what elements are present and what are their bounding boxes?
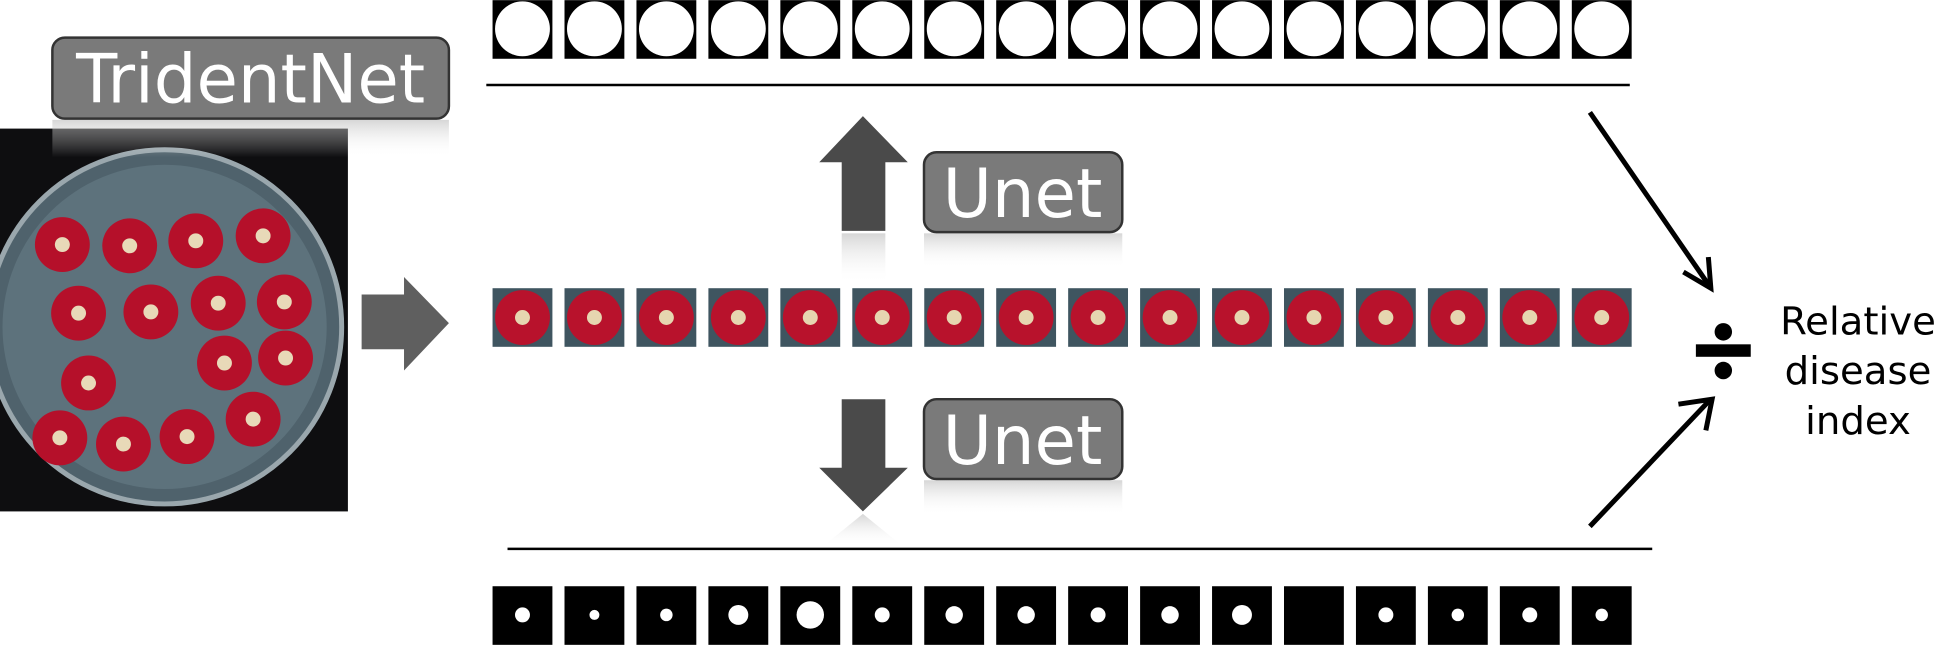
lesion-blob [945, 606, 963, 624]
bar [1695, 344, 1751, 357]
up-arrow [819, 116, 908, 231]
reflection [52, 119, 449, 158]
disc-center [179, 429, 195, 445]
mask-disc [710, 1, 766, 57]
lesion-blob [1378, 607, 1394, 623]
mask-disc [1214, 1, 1270, 57]
disc-center [71, 305, 87, 321]
mask-disc [1358, 1, 1414, 57]
arrow-head [1682, 256, 1714, 293]
disc-center [255, 228, 271, 244]
crop-lesion [730, 310, 746, 325]
division-symbol [1695, 323, 1751, 380]
crop-lesion [586, 310, 602, 325]
disc-center [245, 411, 261, 427]
lesion-blob [514, 607, 530, 623]
mask-disc [638, 1, 694, 57]
detector-label: TridentNet [75, 40, 425, 118]
crop-lesion [1018, 310, 1034, 325]
merge-arrows [1587, 110, 1716, 529]
segmenter-box [922, 151, 1124, 234]
down-arrow [819, 399, 908, 512]
crop-lesion [1162, 310, 1178, 325]
mask-disc [1286, 1, 1342, 57]
lesion-tile [1284, 586, 1344, 645]
dot [1714, 361, 1733, 380]
segmenter-label: Unet [943, 402, 1103, 480]
reflection [924, 480, 1123, 516]
lesion-blob [1017, 606, 1035, 624]
mask-disc [1070, 1, 1126, 57]
crop-lesion [802, 310, 818, 325]
crop-lesion [1306, 310, 1322, 325]
arrow-head [1678, 396, 1716, 431]
tile-rows [492, 0, 1632, 645]
crop-lesion [1090, 310, 1106, 325]
lesion-blob [874, 607, 890, 623]
lesion-blob [1595, 608, 1608, 622]
disc-center [122, 238, 138, 254]
mask-disc [998, 1, 1054, 57]
lesion-blob [660, 608, 673, 622]
disc-center [210, 295, 226, 311]
mask-disc [782, 1, 838, 57]
lesion-blob [1090, 607, 1106, 623]
disc-center [81, 375, 97, 391]
crop-lesion [946, 310, 962, 325]
lesion-blob [796, 601, 824, 629]
lesion-blob [1232, 604, 1252, 625]
mask-disc [1574, 1, 1630, 57]
crop-lesion [1378, 310, 1394, 325]
mask-disc [854, 1, 910, 57]
lesion-blob [728, 604, 749, 625]
disc-center [188, 233, 204, 249]
dot [1714, 323, 1733, 341]
output-label: index [1805, 399, 1911, 444]
arrow-line [1588, 399, 1711, 529]
arrow-line [1587, 110, 1711, 286]
disc-center [143, 304, 159, 320]
disc-center [115, 436, 131, 452]
reflection [841, 233, 886, 284]
petri-dish-photo [0, 128, 348, 512]
crop-lesion [1522, 310, 1538, 325]
disc-center [52, 430, 68, 446]
disc-center [278, 350, 294, 366]
detector-box [51, 36, 451, 120]
crop-lesion [874, 310, 890, 325]
crop-lesion [1594, 310, 1610, 325]
crop-lesion [514, 310, 530, 325]
reflection [822, 513, 903, 547]
mask-disc [566, 1, 622, 57]
reflection [924, 233, 1123, 269]
disc-center [54, 237, 70, 253]
mask-disc [1430, 1, 1486, 57]
crop-lesion [1450, 310, 1466, 325]
output-label: Relative [1780, 299, 1936, 344]
lesion-blob [1522, 607, 1538, 623]
crop-lesion [1234, 310, 1250, 325]
mask-disc [495, 1, 550, 57]
output-label: disease [1785, 349, 1932, 394]
crop-lesion [658, 310, 674, 325]
segmenter-box [922, 397, 1124, 481]
disc-center [276, 294, 292, 310]
disc-center [216, 355, 232, 371]
mask-disc [926, 1, 982, 57]
lesion-blob [1451, 608, 1465, 622]
mask-disc [1502, 1, 1558, 57]
right-arrow [361, 276, 449, 371]
mask-disc [1142, 1, 1198, 57]
lesion-blob [589, 609, 600, 620]
segmenter-label: Unet [943, 155, 1103, 233]
lesion-blob [1161, 606, 1179, 624]
